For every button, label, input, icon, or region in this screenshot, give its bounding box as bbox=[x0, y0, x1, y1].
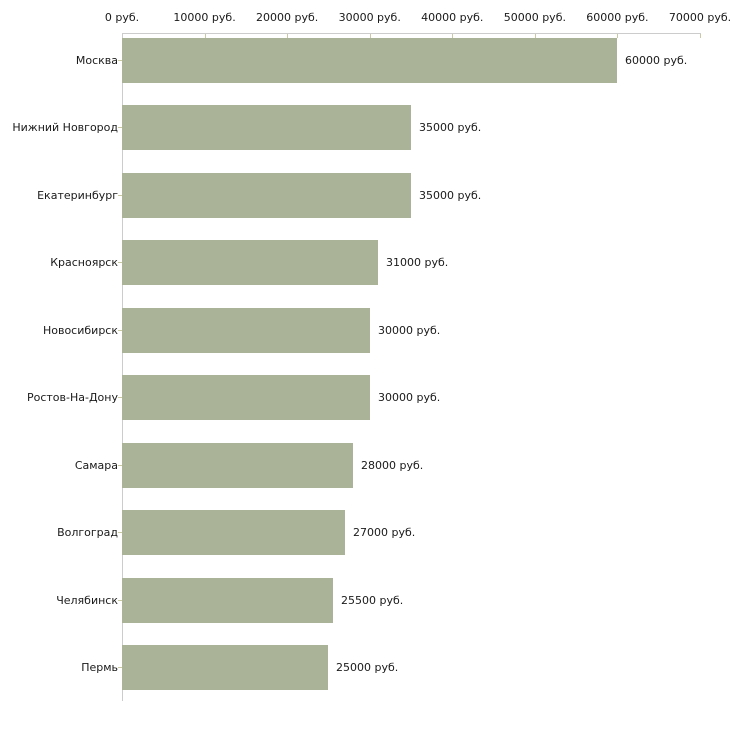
x-axis-line bbox=[122, 33, 701, 34]
category-tick-mark bbox=[118, 194, 122, 196]
bar bbox=[122, 510, 345, 555]
x-axis-tick-label: 0 руб. bbox=[104, 11, 140, 24]
y-axis-line bbox=[122, 33, 123, 701]
x-axis-tick-label: 50000 руб. bbox=[503, 11, 566, 24]
category-tick-mark bbox=[118, 59, 122, 61]
value-label: 35000 руб. bbox=[419, 188, 482, 202]
x-axis-tick-label: 20000 руб. bbox=[256, 11, 319, 24]
bar-row-10: Пермь 25000 руб. bbox=[0, 645, 730, 690]
category-label: Челябинск bbox=[56, 593, 118, 607]
bar bbox=[122, 442, 353, 488]
value-label: 35000 руб. bbox=[419, 121, 482, 134]
category-label: Нижний Новгород bbox=[12, 121, 118, 134]
x-axis-tick-mark bbox=[369, 34, 371, 38]
bar-row-9: Челябинск 25500 руб. bbox=[0, 577, 730, 623]
category-tick-mark bbox=[118, 262, 122, 263]
category-label: Пермь bbox=[81, 661, 118, 674]
x-axis-tick-label: 70000 руб. bbox=[668, 11, 730, 24]
bar bbox=[122, 240, 378, 285]
x-axis-tick-mark bbox=[452, 34, 454, 38]
category-tick-mark bbox=[118, 464, 122, 466]
category-tick-mark bbox=[118, 532, 122, 533]
bar bbox=[122, 105, 411, 150]
bar-row-2: Нижний Новгород 35000 руб. bbox=[0, 105, 730, 150]
x-axis-tick-mark bbox=[617, 34, 619, 38]
x-axis-tick-mark bbox=[700, 34, 701, 38]
category-label: Волгоград bbox=[57, 526, 118, 539]
value-label: 25000 руб. bbox=[336, 661, 399, 674]
bar-row-4: Красноярск 31000 руб. bbox=[0, 240, 730, 285]
value-label: 28000 руб. bbox=[361, 458, 424, 472]
x-axis-tick-mark bbox=[287, 34, 289, 38]
x-axis-tick-mark bbox=[534, 34, 536, 38]
value-label: 25500 руб. bbox=[341, 593, 404, 607]
category-tick-mark bbox=[118, 599, 122, 601]
bar bbox=[122, 37, 617, 83]
category-label: Красноярск bbox=[50, 256, 118, 269]
x-axis-tick-label: 60000 руб. bbox=[586, 11, 649, 24]
category-label: Ростов-На-Дону bbox=[26, 391, 118, 404]
bar bbox=[122, 172, 411, 218]
value-label: 30000 руб. bbox=[378, 391, 441, 404]
value-label: 31000 руб. bbox=[386, 256, 449, 269]
x-axis-tick-label: 30000 руб. bbox=[338, 11, 401, 24]
category-label: Екатеринбург bbox=[37, 188, 118, 202]
x-axis-tick-mark bbox=[204, 34, 206, 38]
value-label: 30000 руб. bbox=[378, 323, 441, 337]
bar bbox=[122, 375, 370, 420]
x-axis-tick-label: 40000 руб. bbox=[421, 11, 484, 24]
bar bbox=[122, 577, 333, 623]
category-label: Новосибирск bbox=[42, 323, 118, 337]
category-tick-mark bbox=[118, 397, 122, 398]
bar-row-3: Екатеринбург 35000 руб. bbox=[0, 172, 730, 218]
bar-row-7: Самара 28000 руб. bbox=[0, 442, 730, 488]
bar-row-8: Волгоград 27000 руб. bbox=[0, 510, 730, 555]
bar bbox=[122, 307, 370, 353]
value-label: 60000 руб. bbox=[625, 53, 688, 67]
category-tick-mark bbox=[118, 667, 122, 668]
bar-row-6: Ростов-На-Дону 30000 руб. bbox=[0, 375, 730, 420]
category-label: Москва bbox=[75, 53, 118, 67]
category-tick-mark bbox=[118, 329, 122, 331]
bar-row-5: Новосибирск 30000 руб. bbox=[0, 307, 730, 353]
x-axis-tick-label: 10000 руб. bbox=[173, 11, 236, 24]
category-label: Самара bbox=[74, 458, 118, 472]
bar bbox=[122, 645, 328, 690]
value-label: 27000 руб. bbox=[353, 526, 416, 539]
category-tick-mark bbox=[118, 127, 122, 128]
bar-row-1: Москва 60000 руб. bbox=[0, 37, 730, 83]
